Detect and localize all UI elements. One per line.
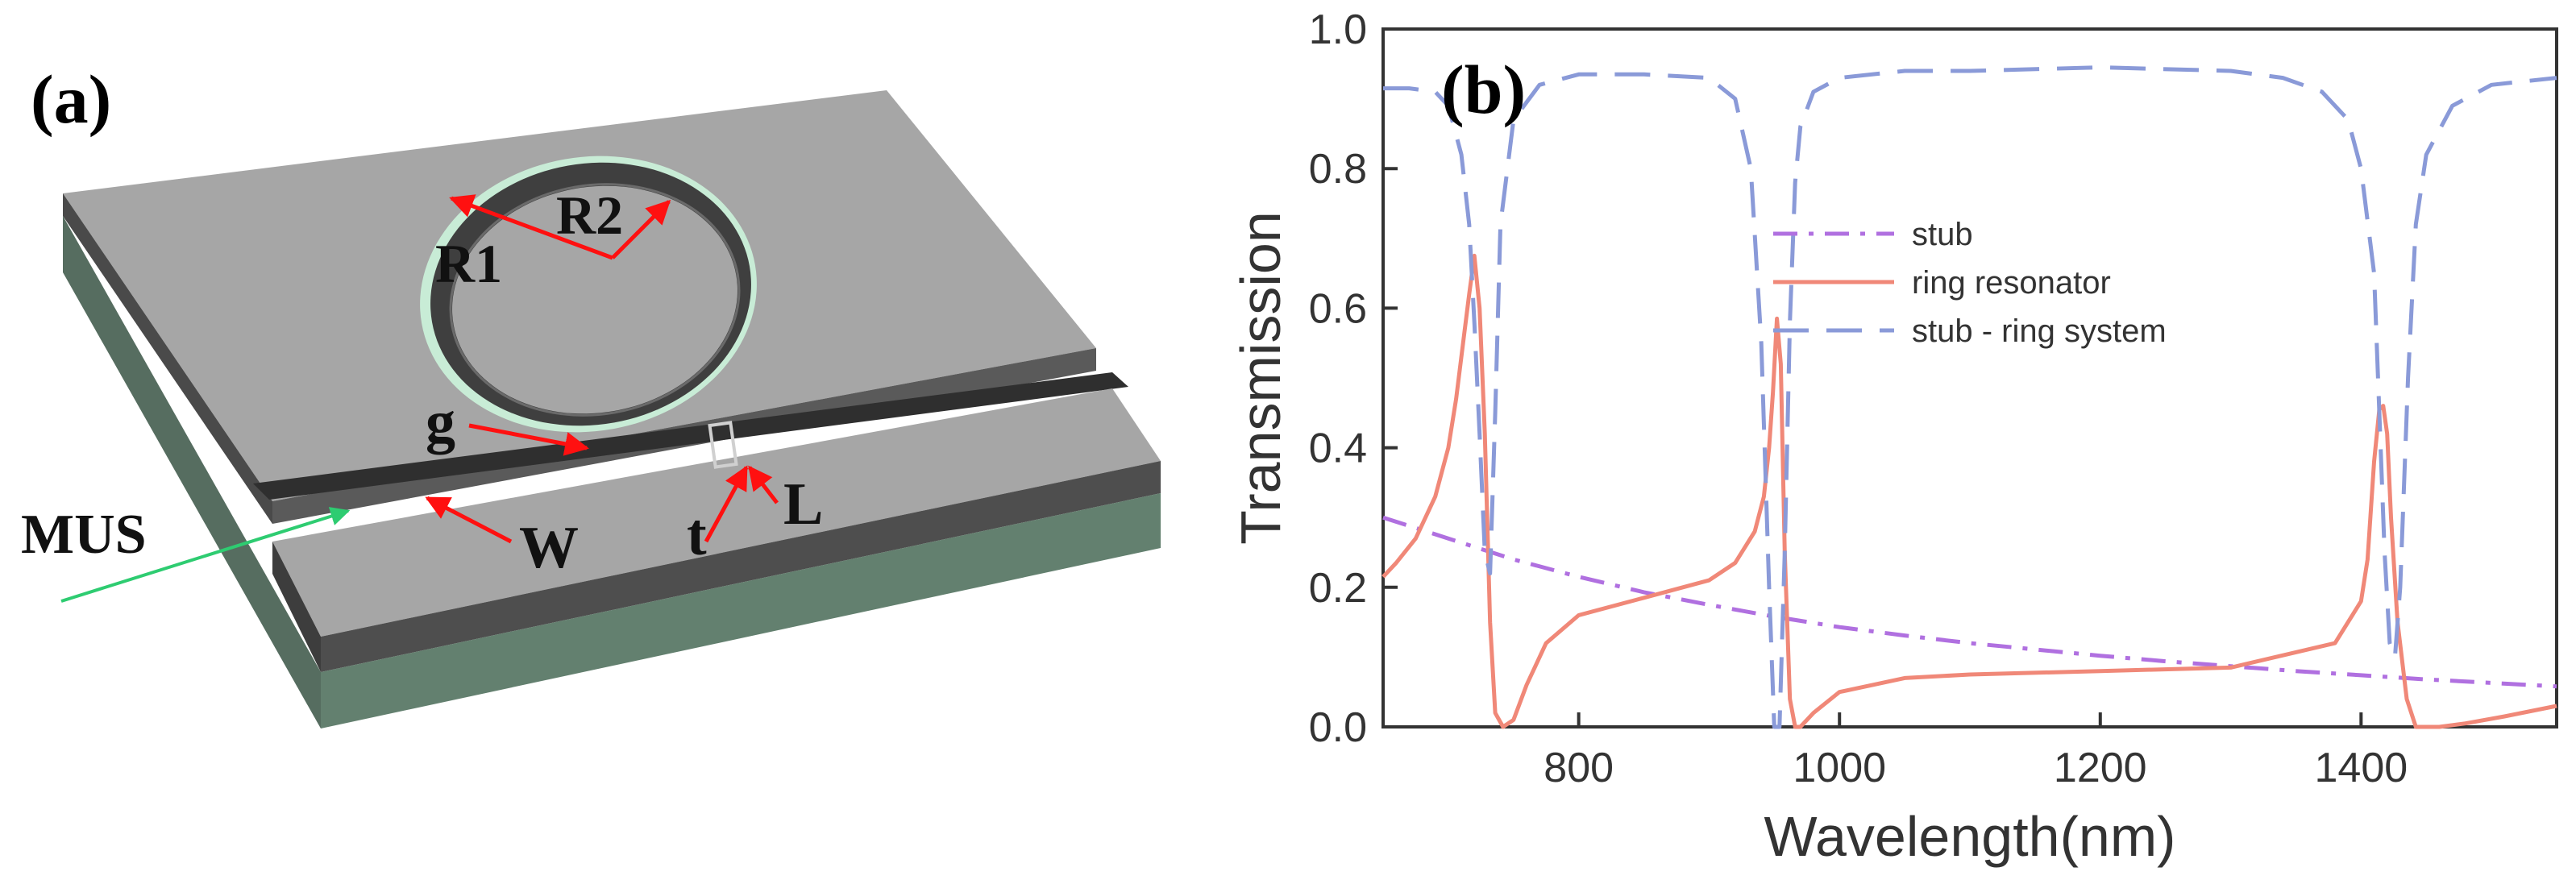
- g-label: g: [426, 389, 455, 455]
- x-tick-label: 1200: [2054, 745, 2147, 791]
- input-arrow: [60, 507, 351, 603]
- panel-a-device-schematic: (a) R1 R2 g: [21, 60, 1161, 728]
- y-tick-label: 0.2: [1309, 565, 1367, 612]
- panel-b-chart: 800 1000 1200 1400 0.0 0.2 0.4 0.6 0.8 1.0 (b) Wa…: [1229, 6, 2558, 868]
- stub-series-line: [1382, 515, 2557, 689]
- panel-b-label: (b): [1441, 51, 1526, 128]
- y-tick-label: 1.0: [1309, 6, 1367, 53]
- y-tick-label: 0.4: [1309, 425, 1367, 472]
- g-arrow: [468, 423, 589, 456]
- legend-label: stub: [1912, 217, 1973, 252]
- l-arrow: [748, 465, 779, 504]
- ring-resonator-series-line: [1381, 253, 2557, 729]
- plot-area: [1381, 27, 2558, 728]
- x-tick-label: 800: [1544, 745, 1614, 791]
- series-layer: [1381, 65, 2557, 729]
- upper-slab-left-side: [63, 193, 272, 524]
- legend-label: stub - ring system: [1912, 313, 2167, 349]
- r1-label: R1: [435, 233, 502, 294]
- x-axis-title: Wavelength(nm): [1764, 805, 2176, 868]
- lower-slab-left-side: [272, 542, 321, 672]
- legend: stub ring resonator stub - ring system: [1773, 217, 2167, 349]
- panel-a-label: (a): [31, 60, 111, 138]
- y-axis-title: Transmission: [1229, 211, 1292, 545]
- mus-label: MUS: [21, 504, 147, 566]
- t-label: t: [687, 502, 707, 568]
- r2-arrow: [611, 199, 671, 259]
- w-arrow: [425, 496, 513, 544]
- axes-layer: 800 1000 1200 1400 0.0 0.2 0.4 0.6 0.8 1.0: [1309, 6, 2408, 791]
- lower-slab-front-side: [321, 461, 1161, 672]
- x-tick-label: 1400: [2314, 745, 2408, 791]
- legend-label: ring resonator: [1912, 265, 2111, 301]
- substrate-left-side: [63, 216, 321, 728]
- y-tick-label: 0.6: [1309, 285, 1367, 332]
- l-label: L: [783, 471, 823, 538]
- w-label: W: [519, 515, 579, 581]
- r1-arrow: [449, 194, 613, 260]
- t-arrow: [704, 465, 749, 543]
- ring-resonator: [420, 156, 757, 433]
- substrate-front-side: [321, 493, 1161, 728]
- lower-slab-top: [272, 388, 1161, 637]
- y-tick-label: 0.0: [1309, 704, 1367, 751]
- x-tick-label: 1000: [1793, 745, 1886, 791]
- y-tick-label: 0.8: [1309, 146, 1367, 193]
- bus-waveguide-groove: [253, 372, 1128, 500]
- r2-label: R2: [556, 185, 623, 246]
- stub-ring-system-series-line: [1383, 65, 2557, 729]
